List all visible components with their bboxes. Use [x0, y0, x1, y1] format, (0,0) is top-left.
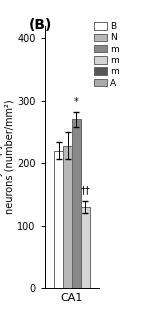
- Text: ††: ††: [80, 186, 90, 196]
- Bar: [72, 119, 81, 288]
- Text: *: *: [74, 97, 79, 107]
- Y-axis label: Density of pyramidal
neurons (number/mm²): Density of pyramidal neurons (number/mm²…: [0, 100, 15, 214]
- Text: (B): (B): [28, 18, 52, 32]
- Bar: [81, 207, 90, 288]
- Legend: B, N, m, m, m, A: B, N, m, m, m, A: [94, 22, 119, 88]
- Bar: [63, 146, 72, 288]
- Bar: [54, 150, 63, 288]
